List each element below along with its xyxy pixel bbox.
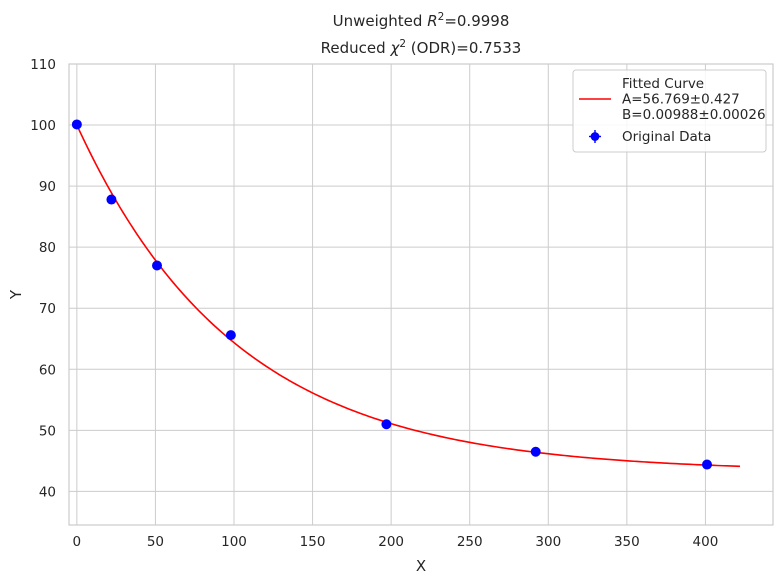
data-point bbox=[151, 260, 162, 271]
legend-original-data-label: Original Data bbox=[622, 129, 711, 145]
fitted-curve bbox=[76, 124, 741, 468]
axes-frame bbox=[68, 63, 774, 526]
x-tick-label: 50 bbox=[147, 534, 164, 550]
data-point bbox=[530, 446, 541, 457]
x-tick-label: 0 bbox=[73, 534, 82, 550]
data-point bbox=[381, 419, 392, 430]
y-tick-label: 110 bbox=[30, 57, 56, 73]
data-point bbox=[225, 330, 236, 341]
x-tick-label: 350 bbox=[614, 534, 640, 550]
chart-title-line: Reduced χ2 (ODR)=0.7533 bbox=[321, 38, 522, 57]
data-point bbox=[702, 459, 713, 470]
y-tick-label: 70 bbox=[39, 301, 56, 317]
x-tick-labels: 0 50 100 150 200 250 300 350 400 bbox=[73, 534, 719, 550]
data-points bbox=[71, 119, 713, 470]
legend: Fitted Curve A=56.769±0.427 B=0.00988±0.00… bbox=[572, 69, 767, 153]
y-tick-label: 40 bbox=[39, 484, 56, 500]
x-tick-label: 250 bbox=[457, 534, 483, 550]
x-tick-label: 400 bbox=[693, 534, 719, 550]
legend-fitted-curve-label: Fitted Curve A=56.769±0.427 B=0.00988±0.00… bbox=[622, 76, 766, 123]
x-tick-label: 100 bbox=[221, 534, 247, 550]
y-tick-label: 60 bbox=[39, 362, 56, 378]
x-tick-label: 300 bbox=[535, 534, 561, 550]
y-tick-label: 50 bbox=[39, 423, 56, 439]
x-axis-label: X bbox=[416, 557, 426, 575]
fitted-curve-line bbox=[76, 124, 741, 468]
x-tick-label: 150 bbox=[300, 534, 326, 550]
data-point bbox=[106, 194, 117, 205]
y-tick-label: 80 bbox=[39, 240, 56, 256]
y-tick-labels: 40 50 60 70 80 90 100 110 bbox=[30, 57, 56, 500]
legend-data-point-swatch bbox=[590, 132, 600, 141]
y-tick-label: 100 bbox=[30, 118, 56, 134]
data-point bbox=[71, 119, 82, 130]
y-tick-label: 90 bbox=[39, 179, 56, 195]
plot-border bbox=[68, 63, 774, 526]
legend-box bbox=[572, 69, 767, 153]
x-tick-label: 200 bbox=[378, 534, 404, 550]
chart-title-line: Unweighted R2=0.9998 bbox=[333, 11, 510, 30]
chart-title: Unweighted R2=0.9998 Reduced χ2 (ODR)=0.7… bbox=[321, 11, 522, 57]
y-axis-label: Y bbox=[7, 289, 25, 300]
